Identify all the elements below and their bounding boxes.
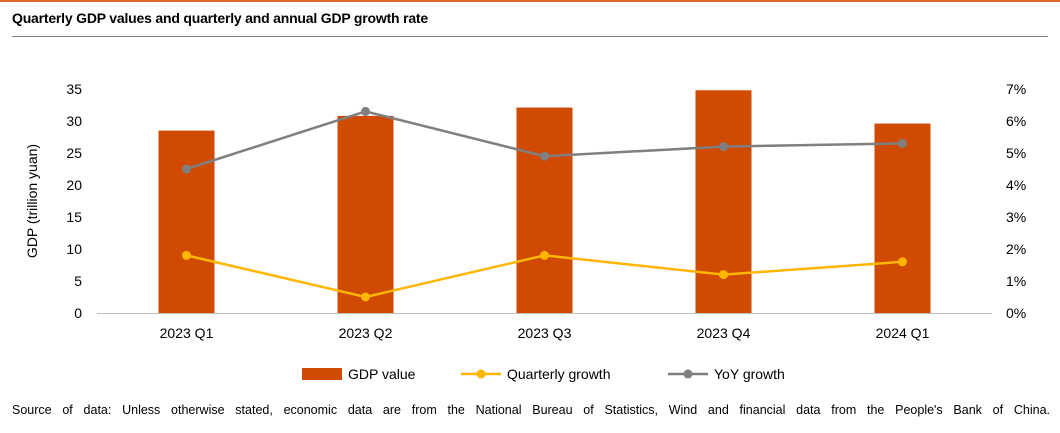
source-note: Source of data: Unless otherwise stated,… [12, 403, 1050, 417]
y-tick-label: 10 [66, 241, 82, 257]
yoy-growth-point [898, 138, 907, 148]
y-axis-title: GDP (trillion yuan) [24, 144, 40, 258]
legend-label-gdp: GDP value [348, 366, 416, 382]
y2-tick-label: 1% [1006, 273, 1026, 289]
y-tick-label: 25 [66, 145, 82, 161]
quarterly-growth-point [182, 250, 191, 260]
yoy-growth-point [182, 164, 191, 174]
x-tick-label: 2023 Q3 [518, 325, 572, 341]
gdp-bar [695, 90, 752, 313]
gdp-bar [874, 123, 931, 313]
y2-tick-label: 2% [1006, 241, 1026, 257]
x-tick-label: 2023 Q2 [339, 325, 393, 341]
top-accent-rule [0, 0, 1060, 2]
y2-tick-label: 5% [1006, 145, 1026, 161]
quarterly-growth-point [540, 250, 549, 260]
legend-label-quarterly: Quarterly growth [507, 366, 610, 382]
legend-marker-yoy [683, 369, 693, 379]
x-tick-label: 2023 Q4 [697, 325, 751, 341]
y-tick-label: 35 [66, 81, 82, 97]
legend-label-yoy: YoY growth [714, 366, 785, 382]
y-tick-label: 20 [66, 177, 82, 193]
gdp-bar [516, 107, 573, 313]
quarterly-growth-point [719, 270, 728, 280]
legend-marker-quarterly [476, 369, 486, 379]
y2-tick-label: 4% [1006, 177, 1026, 193]
quarterly-growth-point [361, 292, 370, 302]
x-tick-label: 2024 Q1 [876, 325, 930, 341]
y2-tick-label: 7% [1006, 81, 1026, 97]
y-tick-label: 30 [66, 113, 82, 129]
title-divider [12, 36, 1048, 37]
gdp-bar [337, 115, 394, 313]
yoy-growth-point [719, 142, 728, 152]
y-tick-label: 0 [74, 305, 82, 321]
y-tick-label: 15 [66, 209, 82, 225]
gdp-bar [158, 130, 215, 313]
y2-tick-label: 3% [1006, 209, 1026, 225]
gdp-chart: 0 5 10 15 20 25 30 35 0% 1% 2% 3% 4% 5% 6% 7% GDP (trill… [24, 81, 1026, 382]
y-tick-label: 5 [74, 273, 82, 289]
legend-swatch-gdp [302, 368, 342, 380]
quarterly-growth-point [898, 257, 907, 267]
y2-tick-label: 0% [1006, 305, 1026, 321]
yoy-growth-point [540, 151, 549, 161]
chart-title: Quarterly GDP values and quarterly and a… [12, 10, 428, 26]
yoy-growth-point [361, 106, 370, 116]
x-tick-label: 2023 Q1 [160, 325, 214, 341]
y2-tick-label: 6% [1006, 113, 1026, 129]
